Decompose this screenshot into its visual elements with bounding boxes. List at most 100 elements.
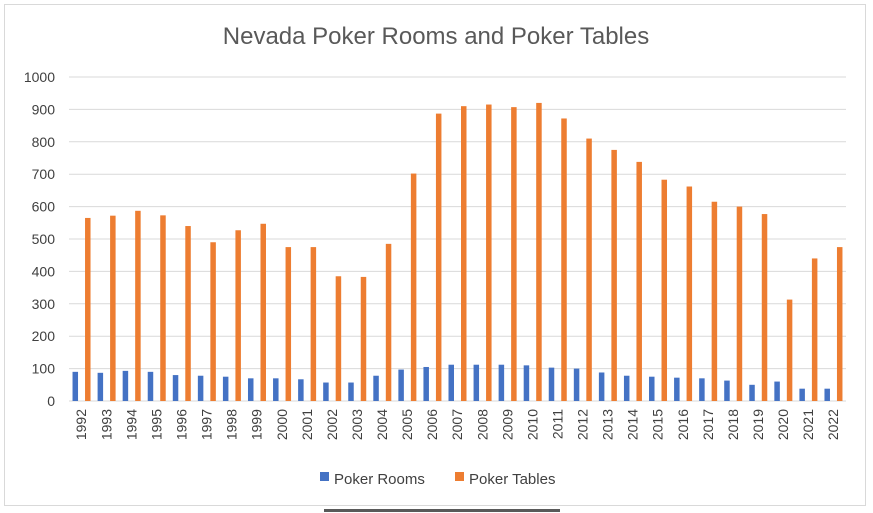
bar-poker-tables: [511, 107, 517, 401]
bar-poker-tables: [335, 276, 342, 401]
x-tick-label: 2009: [499, 409, 515, 440]
bar-poker-rooms: [172, 375, 179, 401]
x-tick-label: 2015: [650, 409, 666, 440]
x-tick-label: 1992: [73, 409, 89, 440]
scrollbar-thumb[interactable]: [324, 509, 560, 512]
y-tick-label: 1000: [24, 69, 55, 85]
bar-poker-rooms: [448, 364, 454, 401]
x-tick-label: 1998: [224, 409, 240, 440]
bar-poker-tables: [210, 242, 216, 401]
x-tick-label: 2014: [625, 409, 641, 440]
y-tick-label: 700: [32, 166, 56, 182]
x-tick-label: 2020: [775, 409, 791, 440]
bar-poker-tables: [235, 230, 241, 401]
x-tick-label: 2000: [274, 409, 290, 440]
bar-poker-rooms: [774, 381, 780, 401]
x-tick-label: 2005: [399, 409, 415, 440]
bar-poker-rooms: [97, 372, 104, 401]
bar-poker-rooms: [473, 364, 480, 401]
bar-poker-tables: [85, 217, 91, 401]
bar-poker-rooms: [724, 380, 730, 401]
y-axis: 0 100 200 300 400 500 600 700 800 900 1000: [24, 69, 55, 409]
x-tick-label: 2016: [675, 409, 691, 440]
bar-poker-tables: [686, 186, 693, 401]
bar-poker-tables: [110, 215, 116, 401]
x-tick-label: 2013: [600, 409, 616, 440]
bar-poker-rooms: [147, 371, 154, 401]
bar-poker-tables: [285, 247, 292, 401]
legend-label: Poker Rooms: [334, 471, 425, 488]
bar-poker-rooms: [548, 367, 555, 401]
bar-poker-rooms: [122, 370, 129, 401]
x-axis: 1992 1993 1994 1995 1996 1997 1998 1999 2000 2001…: [69, 400, 846, 440]
bars: [72, 102, 843, 402]
bar-poker-tables: [636, 161, 642, 401]
y-tick-label: 300: [32, 296, 56, 312]
bar-poker-tables: [786, 299, 793, 401]
x-tick-label: 1994: [123, 409, 139, 440]
bar-poker-rooms: [423, 366, 429, 401]
y-tick-label: 500: [32, 231, 56, 247]
x-tick-label: 2021: [800, 409, 816, 440]
bar-poker-tables: [736, 206, 743, 401]
bar-poker-tables: [310, 247, 317, 401]
legend-label: Poker Tables: [469, 471, 555, 488]
bar-poker-tables: [185, 226, 191, 401]
bar-poker-tables: [836, 247, 843, 401]
x-tick-label: 2022: [825, 409, 841, 440]
y-tick-label: 100: [32, 361, 56, 377]
chart-title: Nevada Poker Rooms and Poker Tables: [223, 23, 649, 50]
x-tick-label: 2018: [725, 409, 741, 440]
bar-poker-rooms: [498, 364, 505, 401]
x-tick-label: 2002: [324, 409, 340, 440]
legend: Poker Rooms Poker Tables: [320, 471, 555, 488]
bar-poker-tables: [761, 214, 768, 401]
bar-poker-tables: [135, 210, 141, 401]
bar-poker-tables: [435, 113, 442, 401]
x-tick-label: 2019: [750, 409, 766, 440]
bar-poker-rooms: [222, 376, 229, 401]
bar-poker-tables: [586, 138, 592, 401]
bar-poker-rooms: [373, 375, 379, 401]
bar-poker-rooms: [824, 388, 830, 401]
bar-poker-rooms: [398, 369, 404, 401]
x-tick-label: 2010: [524, 409, 540, 440]
bar-poker-rooms: [298, 379, 304, 401]
bar-poker-rooms: [749, 384, 755, 401]
bar-poker-rooms: [72, 371, 79, 401]
y-tick-label: 800: [32, 134, 56, 150]
y-tick-label: 200: [32, 328, 56, 344]
x-tick-label: 2008: [474, 409, 490, 440]
bar-poker-rooms: [699, 378, 705, 401]
x-tick-label: 1993: [98, 409, 114, 440]
bar-poker-tables: [486, 104, 492, 401]
bar-poker-tables: [360, 276, 367, 401]
bar-poker-rooms: [598, 372, 605, 401]
bar-poker-rooms: [573, 368, 580, 401]
x-tick-label: 2011: [549, 409, 565, 439]
bar-poker-rooms: [523, 365, 530, 401]
x-tick-label: 2007: [449, 409, 465, 440]
x-tick-label: 2004: [374, 409, 390, 440]
x-tick-label: 2001: [299, 409, 315, 440]
bar-poker-tables: [536, 102, 542, 402]
bar-poker-tables: [385, 243, 392, 401]
x-tick-label: 1995: [148, 409, 164, 440]
bar-poker-rooms: [197, 375, 204, 401]
legend-swatch: [320, 472, 329, 481]
x-tick-label: 1996: [173, 409, 189, 440]
bar-poker-tables: [711, 201, 718, 401]
y-tick-label: 0: [47, 393, 55, 409]
bar-poker-rooms: [247, 378, 254, 401]
bar-poker-tables: [461, 106, 467, 401]
bar-poker-rooms: [323, 382, 329, 401]
bar-poker-tables: [410, 173, 417, 401]
bar-poker-rooms: [674, 377, 680, 401]
legend-swatch: [455, 472, 464, 481]
bar-poker-tables: [561, 118, 567, 402]
bar-poker-rooms: [623, 375, 630, 401]
x-tick-label: 2003: [349, 409, 365, 440]
bar-poker-rooms: [348, 382, 354, 401]
y-tick-label: 400: [32, 263, 56, 279]
